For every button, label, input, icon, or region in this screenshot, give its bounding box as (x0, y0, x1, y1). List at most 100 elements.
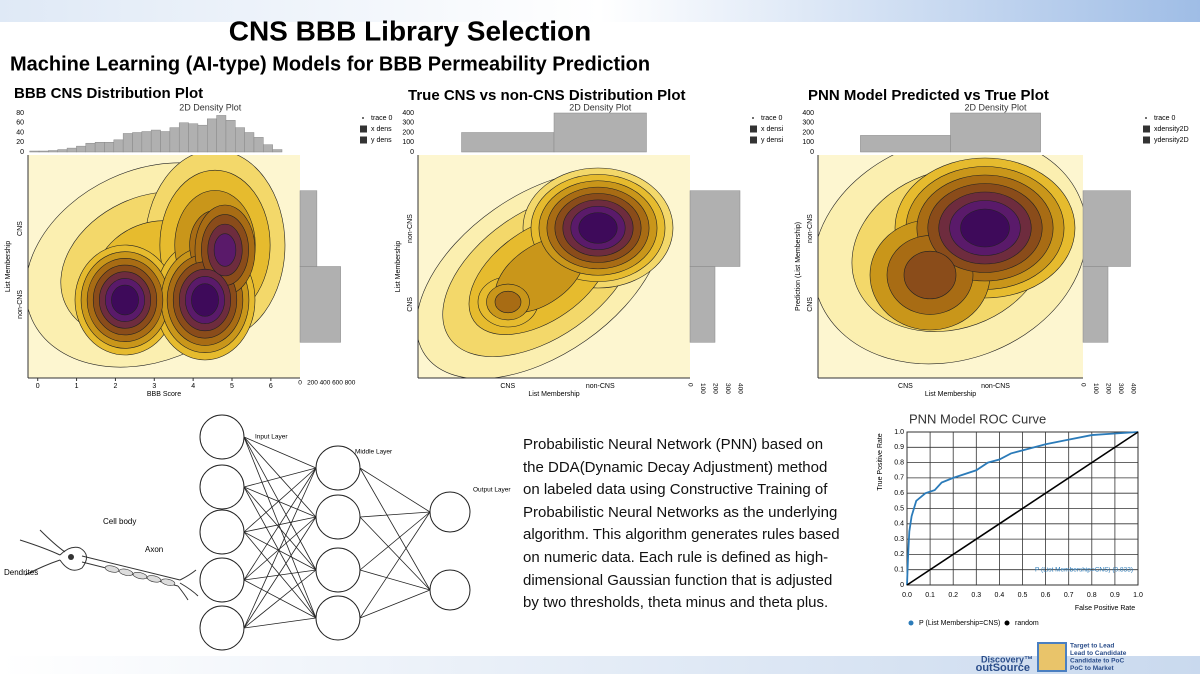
x-tick-label: 0.5 (1018, 592, 1028, 599)
legend-label: y dens (371, 137, 392, 144)
y-tick-label: 0.7 (894, 475, 904, 482)
legend-label: trace 0 (1154, 115, 1176, 122)
neuron (315, 547, 361, 593)
top-hist-bar (48, 150, 58, 153)
legend-label: P (List Membership=CNS) (919, 620, 1000, 627)
top-hist-bar (66, 147, 77, 153)
x-tick-label: 1 (75, 383, 79, 390)
top-hist-bar (188, 123, 199, 153)
slide-title: CNS BBB Library Selection (229, 15, 592, 46)
connection (243, 436, 317, 518)
legend-label: random (1015, 620, 1039, 627)
side-hist-tick: 0 (298, 380, 302, 387)
connection (243, 486, 317, 518)
top-hist-tick: 0 (810, 149, 814, 156)
nucleus (68, 554, 74, 560)
legend-swatch (1143, 125, 1150, 133)
neuron (199, 414, 245, 460)
description: Probabilistic Neural Network (PNN) based… (523, 436, 840, 612)
y-tick-label: 0.9 (894, 444, 904, 451)
top-hist-tick: 80 (16, 110, 24, 117)
contour (578, 212, 618, 244)
x-category: non-CNS (586, 383, 615, 390)
layer-label: Middle Layer (355, 449, 393, 456)
y-tick-label: 0.2 (894, 551, 904, 558)
connection (243, 569, 317, 581)
contour (191, 283, 219, 317)
connection (359, 589, 431, 619)
neuron-label: Cell body (103, 517, 136, 526)
y-tick-label: 0.6 (894, 490, 904, 497)
connection (243, 436, 317, 619)
legend-dot (1145, 117, 1147, 119)
side-hist-tick: 400 (1129, 383, 1136, 394)
top-hist-bar (150, 129, 161, 153)
top-hist-bar (113, 139, 124, 153)
contour (903, 250, 957, 300)
x-axis-label: BBB Score (147, 391, 181, 398)
top-hist-bar (169, 127, 180, 153)
footer-step: Lead to Candidate (1070, 650, 1127, 657)
contour (213, 233, 237, 267)
contours (28, 155, 286, 368)
plot-title: 2D Density Plot (965, 102, 1028, 112)
side-hist-bar (1082, 266, 1109, 343)
neuron (429, 491, 471, 533)
side-hist-tick: 100 (699, 383, 706, 394)
connection (243, 436, 317, 571)
y-tick-label: 0.3 (894, 536, 904, 543)
top-hist-bar (57, 149, 68, 153)
legend-swatch (750, 136, 757, 144)
y-tick-label: 0.4 (894, 521, 904, 528)
contours (818, 155, 1083, 365)
top-hist-bar (860, 135, 951, 153)
connection (243, 467, 317, 581)
connection (243, 436, 317, 469)
plot-heading: BBB CNS Distribution Plot (14, 85, 203, 102)
brand: outSource (976, 662, 1030, 674)
x-tick-label: 1.0 (1133, 592, 1143, 599)
y-axis-label: List Membership (395, 241, 402, 292)
top-hist-tick: 200 (402, 129, 414, 136)
connection (243, 486, 317, 571)
y-tick-label: 0.8 (894, 459, 904, 466)
legend-label: x dens (371, 126, 392, 133)
top-hist-tick: 20 (16, 139, 24, 146)
brand-top: Discovery™ (981, 654, 1033, 664)
side-hist-tick: 400 (736, 383, 743, 394)
side-hist-tick: 200 (307, 380, 318, 387)
y-tick-label: 1.0 (894, 429, 904, 436)
legend-swatch (1143, 136, 1150, 144)
side-hist-bar (689, 190, 741, 267)
top-hist-bar (263, 144, 273, 153)
legend-label: y densi (761, 137, 784, 144)
top-hist-tick: 300 (402, 120, 414, 127)
top-hist-bar (132, 132, 143, 153)
y-axis-label: Prediction (List Membership) (795, 222, 802, 311)
x-tick-label: 0.2 (948, 592, 958, 599)
connection (243, 467, 317, 533)
legend-dot (1004, 620, 1010, 626)
side-hist-tick: 0 (686, 383, 693, 387)
top-hist-bar (94, 142, 105, 153)
contour (494, 290, 522, 314)
legend-dot (908, 620, 914, 626)
top-hist-tick: 0 (410, 149, 414, 156)
top-hist-bar (38, 150, 49, 153)
myelin (160, 578, 176, 586)
top-hist-tick: 400 (402, 110, 414, 117)
plot-heading: PNN Model Predicted vs True Plot (808, 87, 1049, 104)
neuron (199, 509, 245, 555)
x-tick-label: 0.3 (971, 592, 981, 599)
top-hist-tick: 400 (802, 110, 814, 117)
side-hist-tick: 600 (332, 380, 343, 387)
top-hist-tick: 300 (802, 120, 814, 127)
neuron (315, 494, 361, 540)
connection (359, 511, 431, 518)
neuron-label: Dendrites (4, 568, 38, 577)
top-hist-bar (950, 112, 1041, 153)
top-hist-bar (253, 137, 264, 153)
connection (359, 467, 431, 591)
top-hist-tick: 100 (402, 139, 414, 146)
